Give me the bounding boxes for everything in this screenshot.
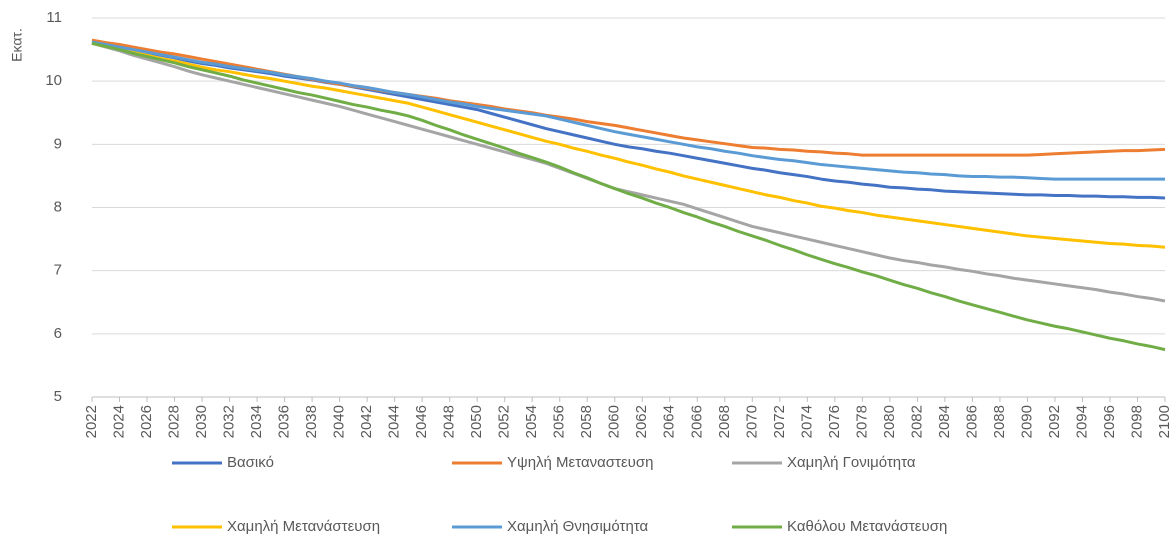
series-line xyxy=(91,40,1166,200)
y-axis-label: Εκατ. xyxy=(9,28,25,62)
x-tick-label: 2086 xyxy=(963,405,980,438)
y-tick-label: 6 xyxy=(54,325,62,342)
x-tick-label: 2082 xyxy=(908,405,925,438)
y-tick-label: 7 xyxy=(54,262,62,279)
x-tick-label: 2094 xyxy=(1073,405,1090,438)
x-tick-label: 2034 xyxy=(248,405,265,438)
x-tick-label: 2062 xyxy=(633,405,650,438)
x-tick-label: 2068 xyxy=(716,405,733,438)
x-tick-label: 2064 xyxy=(661,405,678,438)
x-tick-label: 2078 xyxy=(853,405,870,438)
x-tick-label: 2092 xyxy=(1046,405,1063,438)
x-tick-label: 2040 xyxy=(331,405,348,438)
legend-label: Χαμηλή Θνησιμότητα xyxy=(507,518,649,535)
x-tick-label: 2046 xyxy=(413,405,430,438)
x-tick-label: 2044 xyxy=(386,405,403,438)
series-line xyxy=(91,38,1166,157)
x-tick-label: 2070 xyxy=(743,405,760,438)
x-tick-label: 2072 xyxy=(771,405,788,438)
x-tick-label: 2022 xyxy=(83,405,100,438)
legend-label: Χαμηλή Γονιμότητα xyxy=(787,454,916,471)
x-tick-label: 2074 xyxy=(798,405,815,438)
legend-label: Καθόλου Μετανάστευση xyxy=(787,518,947,535)
y-tick-label: 11 xyxy=(46,9,62,26)
x-tick-label: 2036 xyxy=(276,405,293,438)
x-tick-label: 2026 xyxy=(138,405,155,438)
x-tick-label: 2100 xyxy=(1156,405,1173,438)
x-tick-label: 2054 xyxy=(523,405,540,438)
legend-label: Χαμηλή Μετανάστευση xyxy=(227,518,380,535)
series-line xyxy=(91,41,1166,249)
x-tick-label: 2060 xyxy=(606,405,623,438)
x-tick-label: 2090 xyxy=(1018,405,1035,438)
legend-label: Βασικό xyxy=(227,454,274,471)
series-line xyxy=(91,41,1166,303)
x-tick-label: 2056 xyxy=(551,405,568,438)
x-tick-label: 2048 xyxy=(441,405,458,438)
y-tick-label: 9 xyxy=(54,135,62,152)
x-tick-label: 2050 xyxy=(468,405,485,438)
x-tick-label: 2076 xyxy=(826,405,843,438)
series-line xyxy=(91,41,1166,352)
x-tick-label: 2042 xyxy=(358,405,375,438)
series-line xyxy=(91,40,1165,181)
x-tick-label: 2028 xyxy=(166,405,183,438)
y-tick-label: 10 xyxy=(45,72,62,89)
y-tick-label: 8 xyxy=(54,198,62,215)
x-tick-label: 2084 xyxy=(936,405,953,438)
x-tick-label: 2088 xyxy=(991,405,1008,438)
x-tick-label: 2058 xyxy=(578,405,595,438)
x-tick-label: 2038 xyxy=(303,405,320,438)
x-tick-label: 2098 xyxy=(1128,405,1145,438)
y-tick-label: 5 xyxy=(54,388,62,405)
x-tick-label: 2096 xyxy=(1101,405,1118,438)
x-tick-label: 2066 xyxy=(688,405,705,438)
x-tick-label: 2052 xyxy=(496,405,513,438)
legend-label: Υψηλή Μεταναστευση xyxy=(507,454,653,471)
x-tick-label: 2080 xyxy=(881,405,898,438)
x-tick-label: 2032 xyxy=(221,405,238,438)
x-tick-label: 2024 xyxy=(110,405,127,438)
x-tick-label: 2030 xyxy=(193,405,210,438)
